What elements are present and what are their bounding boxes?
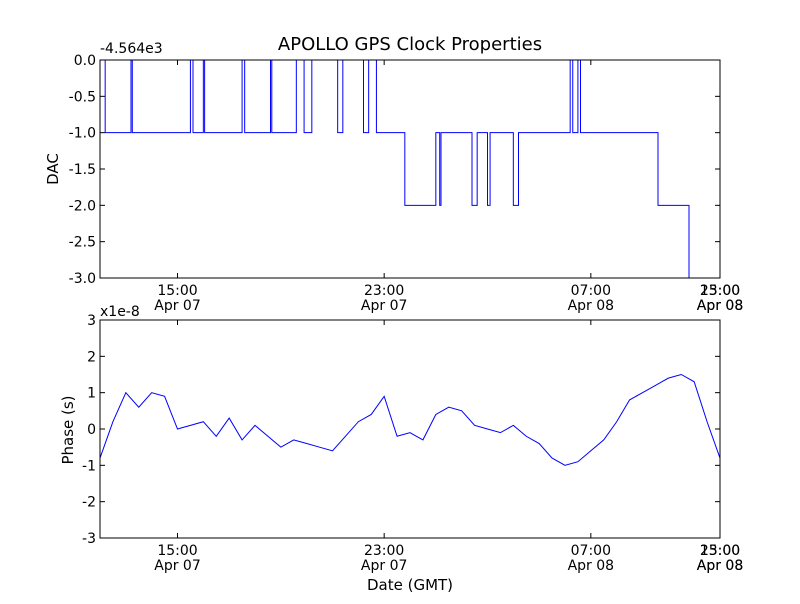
phase-y-tick-label: -3	[82, 531, 96, 547]
phase-x-tick-date: Apr 08	[568, 558, 614, 574]
phase-x-tick-date: Apr 08	[697, 558, 743, 574]
dac-y-tick-label: -1.5	[69, 162, 96, 178]
phase-x-tick-time: 15:00	[700, 543, 740, 559]
phase-y-tick-label: 0	[87, 422, 96, 438]
phase-y-tick-label: 3	[87, 313, 96, 329]
dac-x-tick-time: 23:00	[364, 283, 404, 299]
phase-x-tick-time: 23:00	[700, 543, 740, 559]
dac-x-tick-time: 07:00	[571, 283, 611, 299]
date-axis-label: Date (GMT)	[367, 576, 453, 594]
phase-y-tick-label: 1	[87, 386, 96, 402]
dac-x-tick-time: 23:00	[700, 283, 740, 299]
phase-x-tick-time: 15:00	[157, 543, 197, 559]
dac-x-tick-date: Apr 08	[697, 298, 743, 314]
phase-y-tick-label: -2	[82, 495, 96, 511]
chart-title: APOLLO GPS Clock Properties	[278, 34, 542, 55]
dac-x-tick-time: 15:00	[700, 283, 740, 299]
phase-y-tick-label: 2	[87, 349, 96, 365]
dac-y-tick-label: -3.0	[69, 271, 96, 287]
phase-y-ticks: 3 2 1 0 -1 -2 -3	[82, 313, 720, 547]
dac-y-tick-label: -1.0	[69, 126, 96, 142]
dac-y-tick-label: 0.0	[74, 53, 96, 69]
phase-x-tick-date: Apr 07	[361, 558, 407, 574]
dac-y-tick-label: -2.5	[69, 235, 96, 251]
dac-offset-label: -4.564e3	[100, 41, 163, 57]
phase-x-tick-date: Apr 08	[697, 558, 743, 574]
dac-plot-frame	[99, 59, 721, 279]
phase-axis-label: Phase (s)	[59, 395, 77, 464]
dac-y-ticks: 0.0 -0.5 -1.0 -1.5 -2.0 -2.5 -3.0	[69, 53, 720, 287]
dac-x-tick-date: Apr 07	[154, 298, 200, 314]
phase-plot-frame	[99, 319, 721, 539]
dac-y-tick-label: -2.0	[69, 198, 96, 214]
phase-x-tick-time: 07:00	[571, 543, 611, 559]
dac-panel: -4.564e3 DAC 0.0 -0.5 -1.0 -1.5 -2.0 -2.5 -3.0…	[44, 41, 743, 314]
phase-x-tick-date: Apr 07	[154, 558, 200, 574]
phase-y-tick-label: -1	[82, 458, 96, 474]
phase-offset-label: x1e-8	[100, 304, 140, 320]
dac-x-tick-time: 15:00	[157, 283, 197, 299]
dac-y-tick-label: -0.5	[69, 89, 96, 105]
dac-axis-label: DAC	[44, 153, 62, 185]
dac-x-tick-date: Apr 08	[568, 298, 614, 314]
phase-x-tick-time: 23:00	[364, 543, 404, 559]
dac-x-tick-date: Apr 08	[697, 298, 743, 314]
dac-x-tick-date: Apr 07	[361, 298, 407, 314]
